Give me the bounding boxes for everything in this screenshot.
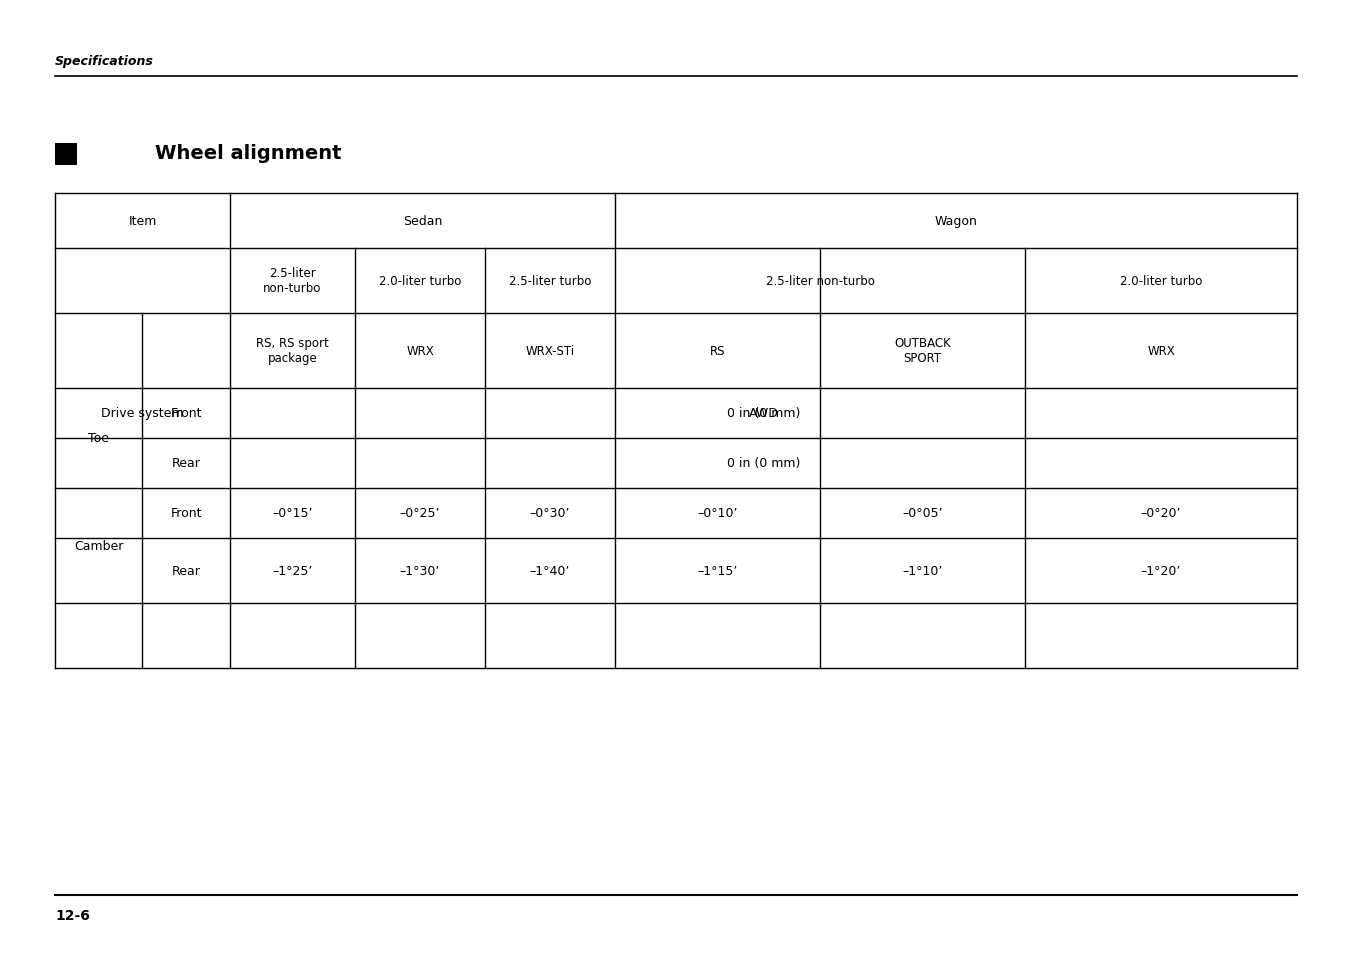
Text: 2.5-liter turbo: 2.5-liter turbo (508, 274, 591, 288)
Text: Sedan: Sedan (403, 214, 442, 228)
Text: –1°30’: –1°30’ (400, 564, 441, 578)
Text: 2.5-liter non-turbo: 2.5-liter non-turbo (765, 274, 875, 288)
Text: –0°15’: –0°15’ (272, 507, 312, 520)
Text: AWD: AWD (749, 407, 779, 420)
Text: Front: Front (170, 407, 201, 420)
FancyBboxPatch shape (55, 144, 77, 166)
Text: OUTBACK
SPORT: OUTBACK SPORT (894, 337, 950, 365)
Text: 2.5-liter
non-turbo: 2.5-liter non-turbo (264, 267, 322, 295)
Text: –1°20’: –1°20’ (1141, 564, 1182, 578)
Text: –0°05’: –0°05’ (902, 507, 942, 520)
Text: RS: RS (710, 345, 725, 357)
Text: Drive system: Drive system (101, 407, 184, 420)
Text: RS, RS sport
package: RS, RS sport package (256, 337, 329, 365)
Text: Camber: Camber (74, 539, 123, 553)
Text: WRX: WRX (406, 345, 434, 357)
Text: –0°10’: –0°10’ (698, 507, 738, 520)
Text: 0 in (0 mm): 0 in (0 mm) (727, 407, 800, 420)
Text: –1°25’: –1°25’ (272, 564, 312, 578)
Text: –1°40’: –1°40’ (530, 564, 571, 578)
Text: Specifications: Specifications (55, 55, 154, 69)
Text: Wagon: Wagon (934, 214, 977, 228)
Text: Front: Front (170, 507, 201, 520)
Text: Toe: Toe (88, 432, 110, 445)
Text: –1°10’: –1°10’ (902, 564, 942, 578)
Text: –1°15’: –1°15’ (698, 564, 738, 578)
Text: –0°20’: –0°20’ (1141, 507, 1182, 520)
Text: WRX: WRX (1146, 345, 1175, 357)
Text: Rear: Rear (172, 564, 200, 578)
Text: Item: Item (128, 214, 157, 228)
Text: 2.0-liter turbo: 2.0-liter turbo (379, 274, 461, 288)
Text: 12-6: 12-6 (55, 908, 89, 923)
Text: 0 in (0 mm): 0 in (0 mm) (727, 457, 800, 470)
Text: WRX-STi: WRX-STi (526, 345, 575, 357)
Text: Rear: Rear (172, 457, 200, 470)
Text: –0°30’: –0°30’ (530, 507, 571, 520)
Text: –0°25’: –0°25’ (400, 507, 441, 520)
Text: 2.0-liter turbo: 2.0-liter turbo (1119, 274, 1202, 288)
Text: Wheel alignment: Wheel alignment (155, 144, 342, 163)
